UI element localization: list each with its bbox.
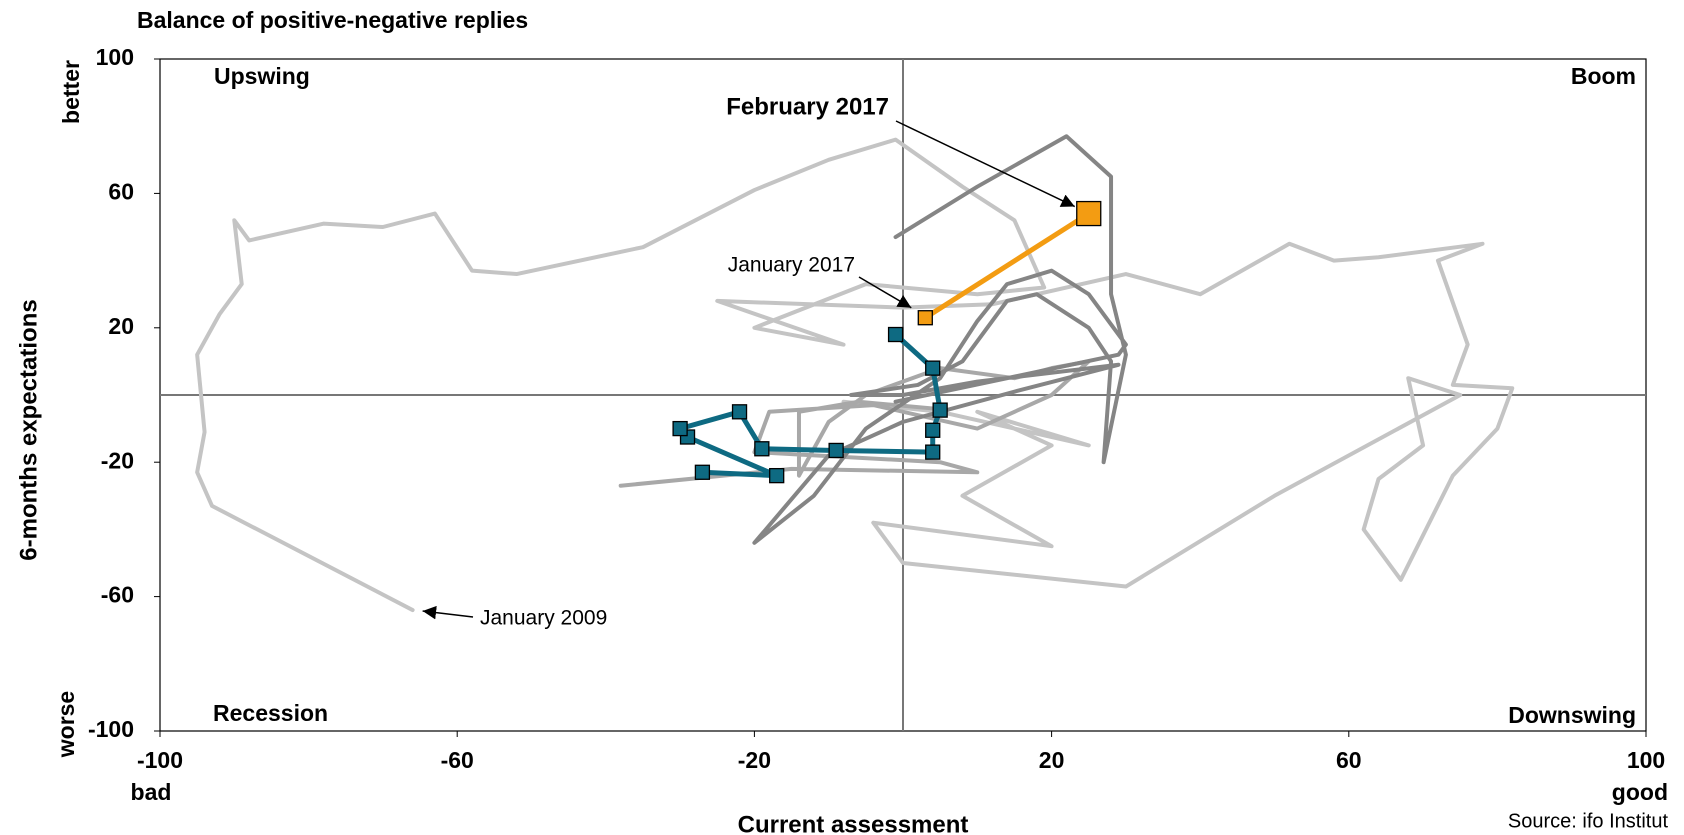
series-line <box>752 134 1128 545</box>
y-axis-label: 6-months expectations <box>15 299 42 560</box>
y-tick-label: -20 <box>101 447 134 473</box>
series-marker <box>887 326 904 343</box>
series-marker <box>1076 200 1102 227</box>
annotation-arrow <box>895 120 1076 208</box>
series-marker <box>694 464 711 480</box>
annotation-text: January 2017 <box>728 254 855 277</box>
x-tick-label: 60 <box>1336 747 1362 773</box>
y-tick-label: 20 <box>108 313 134 339</box>
annotation-arrow <box>422 605 474 620</box>
series-marker <box>917 310 933 326</box>
quadrant-label: Downswing <box>1508 702 1636 728</box>
x-low-label: bad <box>131 779 172 805</box>
source: Source: ifo Institut <box>1508 810 1669 832</box>
series-marker <box>828 442 844 459</box>
chart-title: Balance of positive-negative replies <box>137 7 528 33</box>
series-marker <box>925 360 941 376</box>
y-low-label: worse <box>53 691 79 758</box>
quadrant-label: Recession <box>213 700 328 726</box>
y-high-label: better <box>58 60 84 124</box>
series-line <box>922 211 1092 321</box>
quadrant-label: Boom <box>1571 63 1636 89</box>
y-tick-label: -100 <box>88 716 134 742</box>
series-marker <box>731 404 748 420</box>
series-marker <box>925 422 941 438</box>
series-marker <box>754 441 770 457</box>
y-tick-label: 100 <box>96 44 134 70</box>
series-marker <box>672 420 688 437</box>
x-axis-label: Current assessment <box>738 811 969 835</box>
annotation-text: February 2017 <box>726 93 889 120</box>
y-tick-label: 60 <box>108 178 134 204</box>
series-marker <box>769 467 785 484</box>
quadrant-label: Upswing <box>214 63 310 89</box>
x-tick-label: 20 <box>1039 747 1065 773</box>
x-tick-label: 100 <box>1627 747 1665 773</box>
x-tick-label: -100 <box>137 747 183 773</box>
annotation-text: January 2009 <box>480 607 607 630</box>
x-high-label: good <box>1612 779 1668 805</box>
series-marker <box>925 444 941 460</box>
x-tick-label: -60 <box>441 747 474 773</box>
annotation-arrow <box>858 276 912 309</box>
series-line <box>195 137 1515 613</box>
y-tick-label: -60 <box>101 582 134 608</box>
x-tick-label: -20 <box>738 747 771 773</box>
series-marker <box>932 402 948 418</box>
